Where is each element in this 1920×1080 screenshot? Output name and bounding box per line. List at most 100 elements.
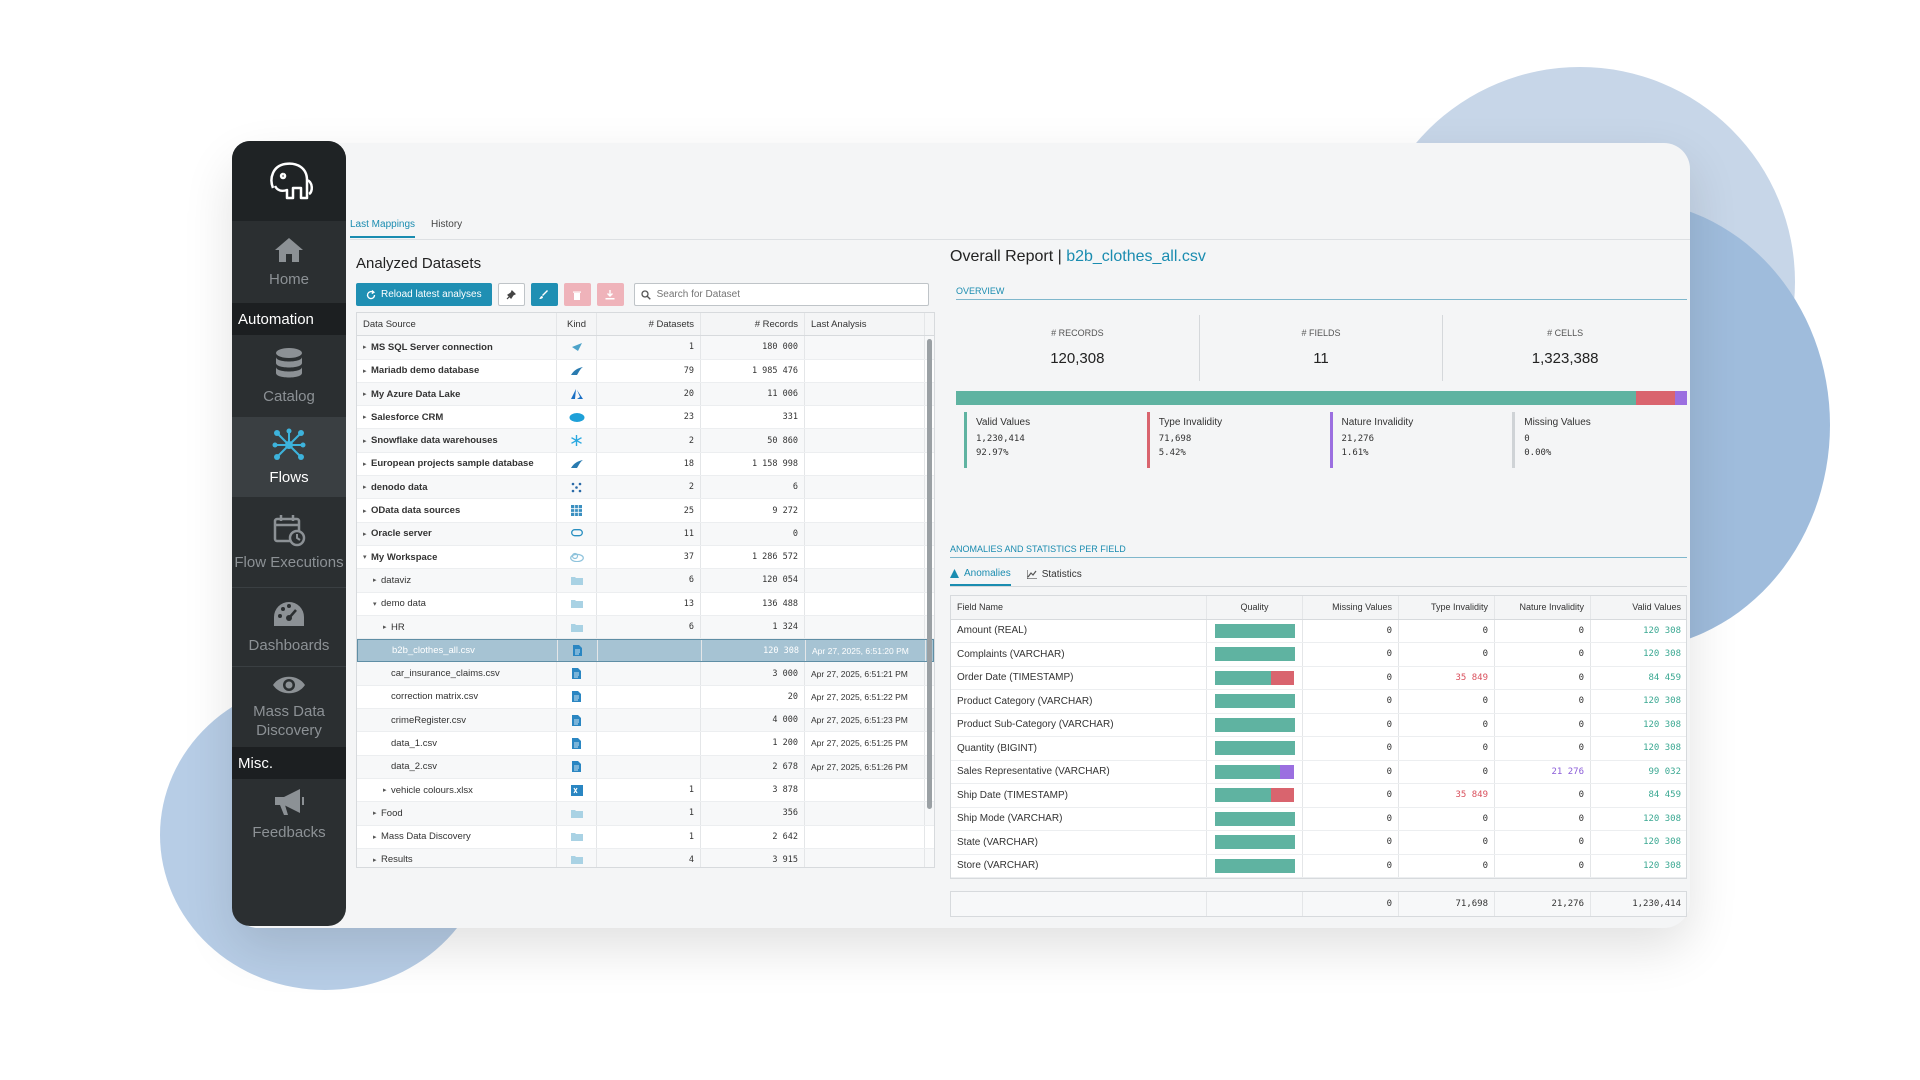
field-row[interactable]: Store (VARCHAR) 0 0 0 120 308	[951, 854, 1686, 878]
col-last-analysis[interactable]: Last Analysis	[805, 313, 925, 336]
tree-row[interactable]: ▸ MS SQL Server connection 1 180 000	[357, 336, 934, 360]
last-analysis	[805, 802, 925, 825]
expand-toggle-icon[interactable]: ▸	[363, 484, 367, 492]
totals-row: 0 71,698 21,276 1,230,414	[951, 892, 1686, 916]
expand-toggle-icon[interactable]: ▸	[363, 507, 367, 515]
field-row[interactable]: Ship Mode (VARCHAR) 0 0 0 120 308	[951, 807, 1686, 831]
nav-feedbacks[interactable]: Feedbacks	[232, 779, 346, 849]
col-data-source[interactable]: Data Source	[357, 313, 557, 336]
nav-flow-executions[interactable]: Flow Executions	[232, 497, 346, 587]
tree-row[interactable]: correction matrix.csv 20 Apr 27, 2025, 6:5…	[357, 685, 934, 710]
tree-row[interactable]: data_2.csv 2 678 Apr 27, 2025, 6:51:26 PM	[357, 755, 934, 779]
expand-toggle-icon[interactable]: ▸	[373, 810, 377, 818]
top-tabs: Last Mappings History	[350, 219, 462, 238]
section-automation: Automation	[232, 303, 346, 335]
tree-row[interactable]: ▾ demo data 13 136 488	[357, 592, 934, 616]
nav-catalog[interactable]: Catalog	[232, 335, 346, 417]
tree-row[interactable]: crimeRegister.csv 4 000 Apr 27, 2025, 6:51…	[357, 709, 934, 733]
expand-toggle-icon[interactable]: ▾	[373, 600, 377, 608]
tree-row[interactable]: ▸ Mariadb demo database 79 1 985 476	[357, 359, 934, 383]
field-row[interactable]: Product Category (VARCHAR) 0 0 0 120 308	[951, 690, 1686, 714]
field-row[interactable]: Ship Date (TIMESTAMP) 0 35 849 0 84 459	[951, 784, 1686, 808]
tree-row[interactable]: car_insurance_claims.csv 3 000 Apr 27, 202…	[357, 662, 934, 686]
col-valid-values[interactable]: Valid Values	[1632, 602, 1681, 613]
nav-dashboards[interactable]: Dashboards	[232, 588, 346, 666]
field-name: Complaints (VARCHAR)	[951, 643, 1207, 666]
field-row[interactable]: Order Date (TIMESTAMP) 0 35 849 0 84 459	[951, 666, 1686, 690]
scrollbar[interactable]	[927, 339, 932, 809]
expand-toggle-icon[interactable]: ▸	[363, 437, 367, 445]
tab-statistics[interactable]: Statistics	[1026, 568, 1082, 586]
field-quality-segment	[1214, 670, 1271, 685]
tree-row[interactable]: ▸ vehicle colours.xlsx 1 3 878	[357, 778, 934, 803]
download-button[interactable]	[596, 283, 624, 306]
expand-toggle-icon[interactable]: ▾	[363, 554, 367, 562]
datasets-tree-table: Data Source Kind # Datasets # Records La…	[356, 312, 935, 868]
field-quality	[1207, 690, 1303, 713]
tree-row[interactable]: ▸ Results 4 3 915	[357, 848, 934, 867]
field-quality-bar	[1214, 764, 1295, 779]
last-analysis	[805, 336, 925, 359]
logo[interactable]	[232, 141, 346, 221]
expand-toggle-icon[interactable]: ▸	[363, 344, 367, 352]
col-type-invalidity[interactable]: Type Invalidity	[1399, 596, 1495, 619]
tree-row[interactable]: ▸ dataviz 6 120 054	[357, 569, 934, 593]
nature-invalidity: 0	[1495, 690, 1591, 713]
datasets-count: 79	[597, 359, 701, 382]
tree-row[interactable]: ▸ My Azure Data Lake 20 11 006	[357, 382, 934, 407]
tree-row[interactable]: ▸ Food 1 356	[357, 802, 934, 826]
expand-toggle-icon[interactable]: ▸	[363, 460, 367, 468]
expand-toggle-icon[interactable]: ▸	[363, 391, 367, 399]
expand-toggle-icon[interactable]: ▸	[363, 414, 367, 422]
field-quality-bar	[1214, 788, 1295, 803]
datasets-count: 20	[597, 382, 701, 406]
field-name: Ship Mode (VARCHAR)	[951, 807, 1207, 830]
expand-toggle-icon[interactable]: ▸	[373, 856, 377, 864]
nav-mass-data-discovery[interactable]: Mass Data Discovery	[232, 667, 346, 747]
col-field-name[interactable]: Field Name	[951, 596, 1207, 619]
nav-home[interactable]: Home	[232, 221, 346, 303]
delete-button[interactable]	[563, 283, 591, 306]
expand-toggle-icon[interactable]: ▸	[363, 530, 367, 538]
col-quality[interactable]: Quality	[1207, 596, 1303, 619]
nature-invalidity: 0	[1495, 619, 1591, 642]
tree-row[interactable]: data_1.csv 1 200 Apr 27, 2025, 6:51:25 PM	[357, 732, 934, 756]
analyze-button[interactable]	[530, 283, 558, 306]
search-input[interactable]	[656, 289, 907, 300]
col-datasets[interactable]: # Datasets	[597, 313, 701, 336]
tab-anomalies[interactable]: Anomalies	[950, 568, 1011, 586]
field-row[interactable]: State (VARCHAR) 0 0 0 120 308	[951, 831, 1686, 855]
nav-flows[interactable]: Flows	[232, 418, 346, 496]
expand-toggle-icon[interactable]: ▸	[383, 787, 387, 795]
tree-row[interactable]: ▾ My Workspace 37 1 286 572	[357, 545, 934, 570]
tree-row[interactable]: ▸ European projects sample database 18 1 15…	[357, 452, 934, 477]
col-missing[interactable]: Missing Values	[1303, 596, 1399, 619]
field-row[interactable]: Amount (REAL) 0 0 0 120 308	[951, 619, 1686, 643]
expand-toggle-icon[interactable]: ▸	[373, 833, 377, 841]
col-kind[interactable]: Kind	[557, 313, 597, 336]
field-row[interactable]: Quantity (BIGINT) 0 0 0 120 308	[951, 737, 1686, 761]
tree-row[interactable]: ▸ Snowflake data warehouses 2 50 860	[357, 429, 934, 453]
field-row[interactable]: Complaints (VARCHAR) 0 0 0 120 308	[951, 643, 1686, 667]
field-row[interactable]: Product Sub-Category (VARCHAR) 0 0 0 120 308	[951, 713, 1686, 737]
tree-row[interactable]: ▸ Mass Data Discovery 1 2 642	[357, 825, 934, 849]
field-row[interactable]: Sales Representative (VARCHAR) 0 0 21 276 99…	[951, 760, 1686, 784]
records-count: 1 324	[701, 615, 805, 639]
tree-row[interactable]: ▸ Salesforce CRM 23 331	[357, 406, 934, 430]
expand-toggle-icon[interactable]: ▸	[373, 577, 377, 585]
expand-toggle-icon[interactable]: ▸	[383, 624, 387, 631]
tree-row[interactable]: ▸ OData data sources 25 9 272	[357, 499, 934, 523]
tab-last-mappings[interactable]: Last Mappings	[350, 219, 416, 238]
tree-row[interactable]: ▸ Oracle server 11 0	[357, 522, 934, 546]
tree-row[interactable]: ▸ denodo data 2 6	[357, 476, 934, 500]
col-nature-invalidity[interactable]: Nature Invalidity	[1495, 596, 1591, 619]
dataset-search[interactable]	[633, 283, 929, 306]
col-records[interactable]: # Records	[701, 313, 805, 336]
pin-button[interactable]	[497, 283, 525, 306]
tab-history[interactable]: History	[431, 219, 463, 230]
reload-button[interactable]: Reload latest analyses	[356, 283, 492, 306]
expand-toggle-icon[interactable]: ▸	[363, 367, 367, 375]
tree-row[interactable]: b2b_clothes_all.csv 120 308 Apr 27, 2025, …	[357, 639, 934, 663]
tree-row[interactable]: ▸ HR 6 1 324	[357, 615, 934, 640]
report-file-name[interactable]: b2b_clothes_all.csv	[1066, 248, 1206, 265]
